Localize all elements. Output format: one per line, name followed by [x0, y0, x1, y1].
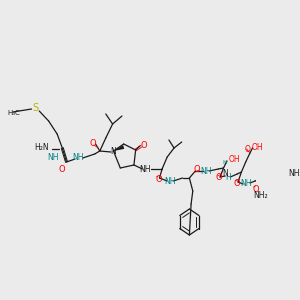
Text: N: N: [222, 169, 228, 178]
Text: NH: NH: [73, 152, 84, 161]
Text: NH₂: NH₂: [288, 169, 300, 178]
Text: H₂N: H₂N: [34, 143, 49, 152]
Text: NH: NH: [139, 164, 151, 173]
Text: NH: NH: [200, 167, 211, 176]
Text: O: O: [216, 173, 223, 182]
Text: O: O: [58, 166, 65, 175]
Text: H₃C: H₃C: [8, 110, 20, 116]
Text: O: O: [234, 178, 241, 188]
Text: O: O: [244, 146, 250, 154]
Text: NH₂: NH₂: [254, 190, 268, 200]
Text: OH: OH: [229, 154, 240, 164]
Polygon shape: [113, 145, 124, 151]
Text: NH: NH: [240, 179, 251, 188]
Text: H: H: [223, 160, 228, 164]
Text: S: S: [32, 103, 38, 113]
Text: O: O: [90, 139, 96, 148]
Text: O: O: [253, 185, 259, 194]
Text: OH: OH: [252, 142, 263, 152]
Text: O: O: [194, 166, 200, 175]
Text: O: O: [140, 140, 147, 149]
Text: N: N: [111, 148, 116, 157]
Text: O: O: [155, 175, 162, 184]
Text: NH: NH: [47, 152, 58, 161]
Text: H: H: [225, 173, 231, 182]
Text: NH: NH: [164, 176, 176, 185]
